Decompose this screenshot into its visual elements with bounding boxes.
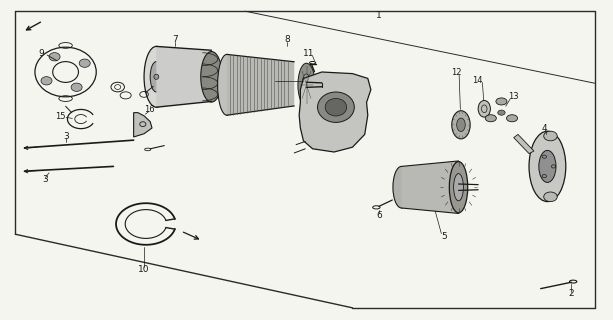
- Text: 8: 8: [284, 35, 290, 44]
- Ellipse shape: [201, 52, 222, 102]
- Text: 10: 10: [139, 265, 150, 274]
- Text: 16: 16: [143, 105, 154, 114]
- Ellipse shape: [154, 74, 159, 79]
- Text: 3: 3: [42, 175, 48, 184]
- Polygon shape: [227, 54, 294, 115]
- Ellipse shape: [393, 166, 410, 208]
- Polygon shape: [299, 72, 371, 152]
- Text: 3: 3: [63, 132, 69, 141]
- Text: 13: 13: [508, 92, 519, 101]
- Text: 1: 1: [376, 11, 382, 20]
- Ellipse shape: [302, 74, 311, 96]
- Text: 5: 5: [441, 232, 447, 241]
- Text: 14: 14: [472, 76, 483, 85]
- Text: 11: 11: [303, 49, 314, 58]
- Ellipse shape: [539, 150, 556, 182]
- Ellipse shape: [326, 98, 347, 116]
- Polygon shape: [156, 46, 211, 107]
- Polygon shape: [402, 161, 459, 213]
- Text: 15: 15: [55, 112, 66, 121]
- Text: 7: 7: [172, 35, 178, 44]
- Ellipse shape: [41, 76, 52, 85]
- Ellipse shape: [478, 100, 490, 117]
- Ellipse shape: [485, 115, 497, 122]
- Text: 4: 4: [541, 124, 547, 133]
- Ellipse shape: [318, 92, 354, 122]
- Ellipse shape: [544, 192, 557, 202]
- Ellipse shape: [457, 118, 465, 132]
- Ellipse shape: [150, 61, 162, 92]
- Text: 12: 12: [451, 68, 462, 77]
- Text: 2: 2: [568, 289, 574, 298]
- Polygon shape: [514, 134, 534, 154]
- Ellipse shape: [218, 54, 236, 115]
- Polygon shape: [134, 113, 152, 137]
- Ellipse shape: [49, 52, 60, 61]
- Text: 6: 6: [376, 211, 382, 220]
- Ellipse shape: [79, 59, 90, 67]
- Ellipse shape: [454, 173, 463, 201]
- Ellipse shape: [452, 111, 470, 139]
- Ellipse shape: [71, 83, 82, 92]
- Ellipse shape: [506, 115, 517, 122]
- Ellipse shape: [498, 110, 505, 115]
- Ellipse shape: [298, 63, 315, 106]
- Ellipse shape: [144, 46, 169, 107]
- Ellipse shape: [449, 162, 468, 213]
- Ellipse shape: [529, 131, 566, 202]
- Ellipse shape: [544, 131, 557, 141]
- Text: 9: 9: [39, 49, 45, 58]
- Ellipse shape: [496, 98, 507, 105]
